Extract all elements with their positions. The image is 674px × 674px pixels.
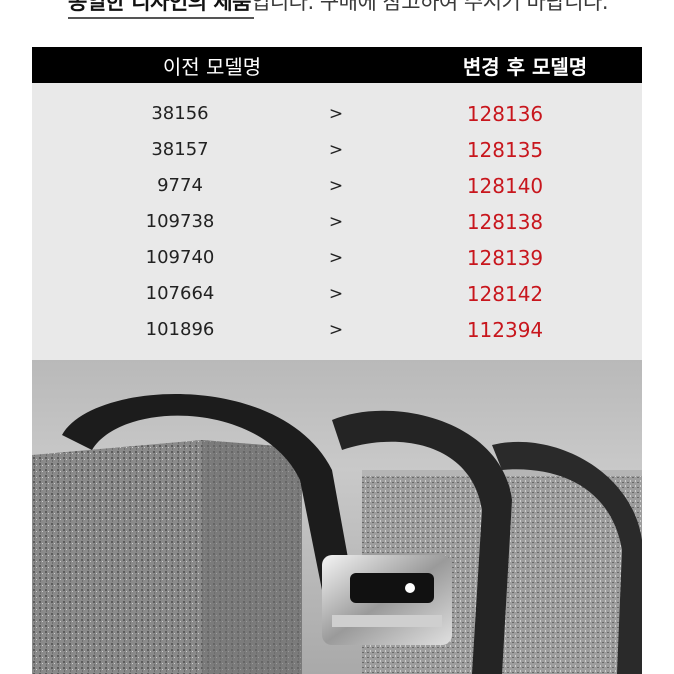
table-row: 38156 > 128136 <box>32 96 642 132</box>
table-header: 이전 모델명 변경 후 모델명 <box>32 47 642 83</box>
belt-strap-back <box>492 441 642 674</box>
old-model: 101896 <box>145 319 215 340</box>
old-model: 107664 <box>145 283 215 304</box>
arrow-separator: > <box>328 212 344 232</box>
new-model: 128139 <box>466 246 544 270</box>
notice-banner: 동일한 디자인의 제품입니다. 구매에 참고하여 주시기 바랍니다. <box>0 0 674 46</box>
header-new-model: 변경 후 모델명 <box>462 54 588 79</box>
belt-strap-front <box>62 393 352 590</box>
table-row: 38157 > 128135 <box>32 132 642 168</box>
arrow-separator: > <box>328 284 344 304</box>
old-model: 109740 <box>145 247 215 268</box>
buckle-black-inlay <box>350 573 434 603</box>
table-row: 109738 > 128138 <box>32 204 642 240</box>
old-model: 109738 <box>145 211 215 232</box>
belt-strap-middle <box>332 410 512 674</box>
old-model: 38157 <box>151 139 209 160</box>
old-model: 38156 <box>151 103 209 124</box>
new-model: 128135 <box>466 138 544 162</box>
belt-product-photo <box>32 360 642 674</box>
table-row: 107664 > 128142 <box>32 276 642 312</box>
arrow-separator: > <box>328 140 344 160</box>
new-model: 128142 <box>466 282 544 306</box>
notice-underline <box>68 17 254 19</box>
arrow-separator: > <box>328 248 344 268</box>
notice-bold: 동일한 디자인의 제품 <box>68 0 252 14</box>
table-row: 101896 > 112394 <box>32 312 642 348</box>
buckle-emblem-icon <box>405 583 415 593</box>
new-model: 128138 <box>466 210 544 234</box>
arrow-separator: > <box>328 320 344 340</box>
belt-photo-illustration <box>32 393 642 674</box>
old-model: 9774 <box>157 175 203 196</box>
new-model: 112394 <box>466 318 544 342</box>
notice-text: 동일한 디자인의 제품입니다. 구매에 참고하여 주시기 바랍니다. <box>68 0 609 16</box>
arrow-separator: > <box>328 176 344 196</box>
header-old-model: 이전 모델명 <box>162 54 262 79</box>
new-model: 128136 <box>466 102 544 126</box>
notice-rest: 입니다. 구매에 참고하여 주시기 바랍니다. <box>251 0 609 14</box>
table-row: 109740 > 128139 <box>32 240 642 276</box>
table-row: 9774 > 128140 <box>32 168 642 204</box>
model-table: 38156 > 128136 38157 > 128135 9774 > 128… <box>32 83 642 360</box>
new-model: 128140 <box>466 174 544 198</box>
arrow-separator: > <box>328 104 344 124</box>
